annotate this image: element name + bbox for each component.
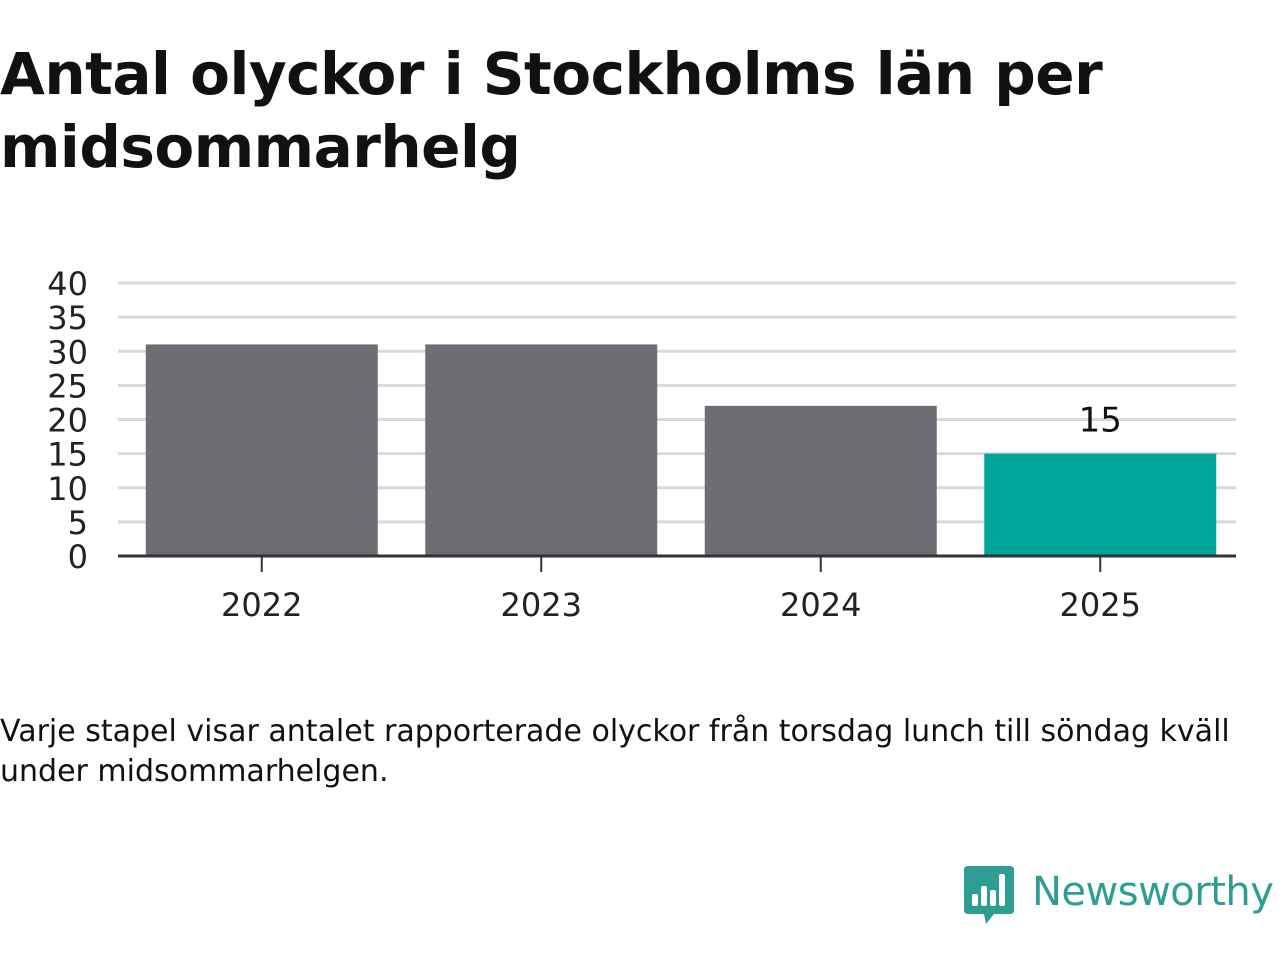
bar-2024 [704, 405, 937, 556]
y-tick-label: 0 [68, 538, 88, 576]
chart-title: Antal olyckor i Stockholms län per midso… [0, 40, 1103, 181]
data-label: 15 [1079, 401, 1122, 441]
y-tick-label: 40 [47, 265, 88, 303]
y-tick-label: 35 [47, 299, 88, 337]
brand-name: Newsworthy [1032, 869, 1274, 915]
data-labels: 15 [1079, 401, 1122, 441]
chart-caption: Varje stapel visar antalet rapporterade … [0, 714, 1230, 789]
y-tick-label: 30 [47, 333, 88, 371]
y-tick-label: 5 [68, 504, 88, 542]
bar-2025 [984, 453, 1217, 556]
x-tick-label: 2022 [221, 586, 302, 624]
y-tick-label: 20 [47, 402, 88, 440]
bar-2022 [145, 344, 378, 556]
bars [145, 344, 1217, 556]
y-tick-label: 15 [47, 436, 88, 474]
newsworthy-logo-icon [964, 866, 1014, 924]
x-tick-label: 2025 [1060, 586, 1141, 624]
brand-logo: Newsworthy [964, 864, 1274, 928]
x-axis [118, 554, 1236, 572]
x-tick-label: 2023 [501, 586, 582, 624]
bar-2023 [425, 344, 658, 556]
x-axis-tick-labels: 2022 2023 2024 2025 [221, 586, 1141, 624]
x-tick-label: 2024 [780, 586, 861, 624]
y-tick-label: 25 [47, 367, 88, 405]
y-tick-label: 10 [47, 470, 88, 508]
